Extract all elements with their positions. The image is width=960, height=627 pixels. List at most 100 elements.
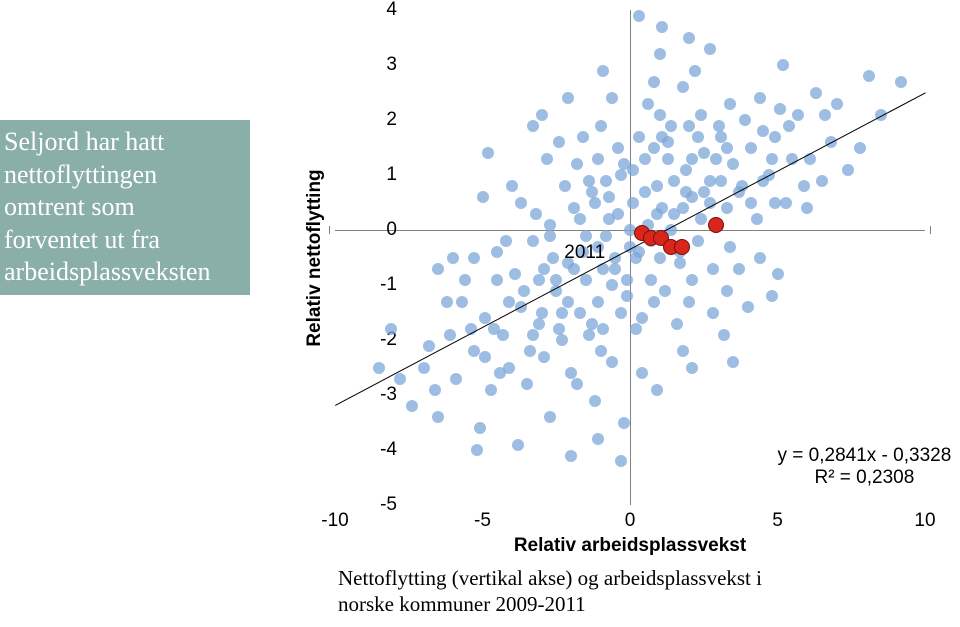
scatter-point bbox=[677, 345, 689, 357]
scatter-point bbox=[488, 323, 500, 335]
scatter-point bbox=[600, 175, 612, 187]
scatter-point bbox=[695, 109, 707, 121]
scatter-point bbox=[659, 285, 671, 297]
scatter-point bbox=[754, 92, 766, 104]
scatter-point bbox=[710, 153, 722, 165]
y-tick-label: -4 bbox=[357, 439, 397, 461]
scatter-point bbox=[562, 296, 574, 308]
scatter-point bbox=[606, 279, 618, 291]
scatter-point bbox=[713, 120, 725, 132]
scatter-point bbox=[680, 186, 692, 198]
scatter-point bbox=[636, 367, 648, 379]
scatter-point bbox=[521, 378, 533, 390]
scatter-point bbox=[757, 125, 769, 137]
scatter-point bbox=[527, 235, 539, 247]
highlight-point bbox=[708, 217, 724, 233]
scatter-point bbox=[627, 164, 639, 176]
scatter-point bbox=[707, 263, 719, 275]
plot-area: Relativ nettoflytting Relativ arbeidspla… bbox=[335, 10, 925, 505]
scatter-point bbox=[474, 422, 486, 434]
scatter-point bbox=[533, 318, 545, 330]
scatter-point bbox=[745, 142, 757, 154]
scatter-point bbox=[595, 120, 607, 132]
scatter-point bbox=[583, 329, 595, 341]
scatter-point bbox=[500, 235, 512, 247]
scatter-point bbox=[615, 307, 627, 319]
scatter-point bbox=[662, 153, 674, 165]
scatter-point bbox=[683, 120, 695, 132]
y-tick-label: 4 bbox=[357, 0, 397, 21]
scatter-chart: Relativ nettoflytting Relativ arbeidspla… bbox=[265, 0, 945, 560]
regression-equation: y = 0,2841x - 0,3328R² = 0,2308 bbox=[778, 445, 952, 489]
scatter-point bbox=[683, 296, 695, 308]
scatter-point bbox=[541, 153, 553, 165]
scatter-point bbox=[494, 367, 506, 379]
scatter-point bbox=[648, 142, 660, 154]
scatter-point bbox=[506, 180, 518, 192]
scatter-point bbox=[574, 307, 586, 319]
scatter-point bbox=[538, 351, 550, 363]
scatter-point bbox=[441, 296, 453, 308]
scatter-point bbox=[774, 103, 786, 115]
scatter-point bbox=[742, 301, 754, 313]
scatter-point bbox=[527, 120, 539, 132]
scatter-point bbox=[656, 21, 668, 33]
scatter-point bbox=[592, 296, 604, 308]
desc-line: arbeidsplassveksten bbox=[4, 256, 236, 289]
scatter-point bbox=[686, 362, 698, 374]
scatter-point bbox=[394, 373, 406, 385]
scatter-point bbox=[656, 202, 668, 214]
scatter-point bbox=[468, 345, 480, 357]
y-tick-label: 1 bbox=[357, 164, 397, 186]
scatter-point bbox=[373, 362, 385, 374]
scatter-point bbox=[485, 384, 497, 396]
scatter-point bbox=[568, 263, 580, 275]
scatter-point bbox=[665, 120, 677, 132]
scatter-point bbox=[547, 252, 559, 264]
scatter-point bbox=[544, 411, 556, 423]
scatter-point bbox=[621, 290, 633, 302]
scatter-point bbox=[863, 70, 875, 82]
scatter-point bbox=[715, 175, 727, 187]
scatter-point bbox=[580, 230, 592, 242]
desc-line: Seljord har hatt bbox=[4, 126, 236, 159]
x-axis-label: Relativ arbeidsplassvekst bbox=[514, 535, 746, 557]
scatter-point bbox=[538, 263, 550, 275]
scatter-point bbox=[477, 191, 489, 203]
scatter-point bbox=[645, 274, 657, 286]
scatter-point bbox=[447, 252, 459, 264]
scatter-point bbox=[754, 252, 766, 264]
scatter-point bbox=[769, 131, 781, 143]
caption-line2: norske kommuner 2009-2011 bbox=[338, 591, 898, 617]
scatter-point bbox=[468, 252, 480, 264]
y-axis-label: Relativ nettoflytting bbox=[304, 169, 326, 346]
scatter-point bbox=[680, 164, 692, 176]
scatter-point bbox=[668, 175, 680, 187]
highlight-point bbox=[674, 239, 690, 255]
scatter-point bbox=[627, 197, 639, 209]
scatter-point bbox=[707, 307, 719, 319]
scatter-point bbox=[530, 208, 542, 220]
scatter-point bbox=[654, 48, 666, 60]
scatter-point bbox=[592, 433, 604, 445]
scatter-point bbox=[772, 268, 784, 280]
scatter-point bbox=[656, 131, 668, 143]
scatter-point bbox=[553, 323, 565, 335]
scatter-point bbox=[556, 334, 568, 346]
scatter-point bbox=[819, 109, 831, 121]
scatter-point bbox=[689, 65, 701, 77]
scatter-point bbox=[609, 263, 621, 275]
scatter-point bbox=[471, 444, 483, 456]
scatter-point bbox=[577, 131, 589, 143]
scatter-point bbox=[895, 76, 907, 88]
scatter-point bbox=[536, 307, 548, 319]
desc-line: nettoflyttingen bbox=[4, 159, 236, 192]
scatter-point bbox=[621, 274, 633, 286]
scatter-point bbox=[515, 197, 527, 209]
scatter-point bbox=[597, 65, 609, 77]
scatter-point bbox=[651, 180, 663, 192]
scatter-point bbox=[630, 323, 642, 335]
y-tick-label: 3 bbox=[357, 54, 397, 76]
scatter-point bbox=[636, 312, 648, 324]
scatter-point bbox=[654, 252, 666, 264]
